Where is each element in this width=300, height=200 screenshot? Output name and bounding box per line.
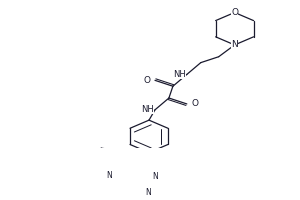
- Text: O: O: [192, 99, 199, 108]
- Text: N: N: [152, 172, 158, 181]
- Text: NH: NH: [173, 70, 186, 79]
- Text: O: O: [231, 8, 238, 17]
- Text: NH: NH: [141, 105, 154, 114]
- Text: N: N: [106, 171, 112, 180]
- Text: N: N: [231, 40, 238, 49]
- Text: O: O: [143, 76, 150, 85]
- Text: N: N: [146, 188, 152, 197]
